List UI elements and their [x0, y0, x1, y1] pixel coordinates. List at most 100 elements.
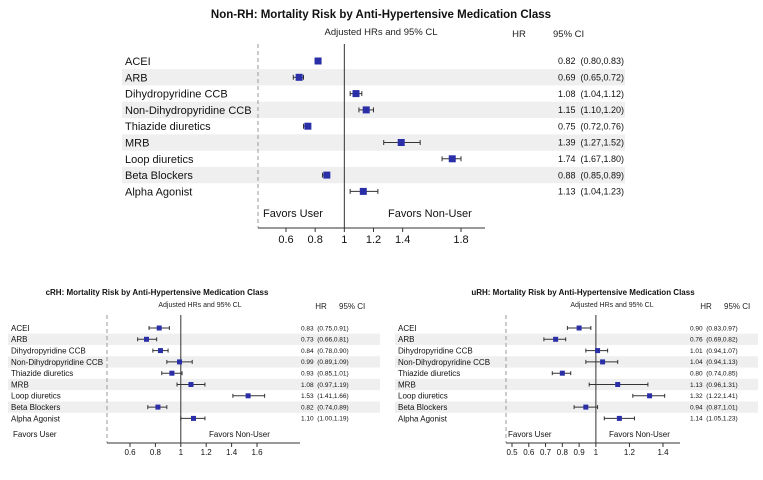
x-tick-label: 0.8: [557, 448, 569, 457]
forest-row: MRB 1.39 (1.27,1.52): [125, 137, 624, 149]
x-tick-label: 1.2: [366, 234, 381, 246]
forest-row: Dihydropyridine CCB 0.84 (0.78,0.90): [11, 346, 349, 355]
chart-title: cRH: Mortality Risk by Anti-Hypertensive…: [46, 288, 269, 297]
column-header-hr: HR: [315, 302, 327, 311]
hr-ci-value: 1.04 (0.94,1.13): [690, 359, 738, 366]
chart-subtitle: Adjusted HRs and 95% CL: [324, 27, 437, 38]
forest-row: Alpha Agonist 1.13 (1.04,1.23): [125, 186, 624, 198]
forest-row: MRB 1.08 (0.97,1.19): [11, 380, 349, 389]
x-tick-label: 0.5: [506, 448, 518, 457]
hr-ci-value: 1.13 (1.04,1.23): [558, 187, 624, 197]
hr-ci-value: 0.73 (0.66,0.81): [301, 337, 349, 344]
column-header-hr: HR: [700, 302, 712, 311]
row-label: Non-Dihydropyridine CCB: [398, 358, 490, 367]
hr-ci-value: 1.39 (1.27,1.52): [558, 138, 624, 148]
hr-ci-value: 0.90 (0.83,0.97): [690, 325, 738, 332]
hr-ci-value: 1.74 (1.67,1.80): [558, 154, 624, 164]
forest-row: Dihydropyridine CCB 1.01 (0.94,1.07): [398, 346, 738, 355]
hr-ci-value: 1.13 (0.96,1.31): [690, 382, 738, 389]
forest-row: Loop diuretics 1.53 (1.41,1.66): [11, 392, 349, 401]
row-band: [8, 333, 380, 345]
row-label: Non-Dihydropyridine CCB: [11, 358, 103, 367]
forest-row: MRB 1.13 (0.96,1.31): [398, 380, 738, 389]
hr-marker: [397, 139, 405, 146]
hr-ci-value: 1.08 (1.04,1.12): [558, 89, 624, 99]
chart-subtitle: Adjusted HRs and 95% CL: [158, 302, 241, 309]
x-tick-label: 0.8: [308, 234, 323, 246]
hr-ci-value: 1.53 (1.41,1.66): [301, 393, 349, 400]
hr-marker: [352, 90, 360, 98]
forest-plot-crh: cRH: Mortality Risk by Anti-Hypertensive…: [8, 288, 380, 457]
x-tick-label: 0.6: [523, 448, 535, 457]
hr-marker: [647, 393, 653, 399]
hr-ci-value: 1.14 (1.05,1.23): [690, 416, 738, 423]
hr-ci-value: 0.94 (0.87,1.01): [690, 404, 738, 411]
favors-user-label: Favors User: [263, 208, 323, 220]
x-tick-label: 1.8: [453, 234, 468, 246]
hr-marker: [177, 359, 183, 365]
row-label: MRB: [11, 380, 29, 389]
hr-marker: [595, 348, 601, 354]
forest-row: Beta Blockers 0.82 (0.74,0.89): [11, 403, 349, 412]
column-header-ci: 95% CI: [339, 302, 365, 311]
forest-row: ARB 0.76 (0.69,0.82): [398, 335, 738, 344]
forest-row: ARB 0.73 (0.66,0.81): [11, 335, 349, 344]
hr-ci-value: 1.01 (0.94,1.07): [690, 348, 738, 355]
x-tick-label: 1.2: [624, 448, 636, 457]
hr-marker: [576, 325, 582, 331]
favors-non-user-label: Favors Non-User: [209, 430, 270, 439]
hr-marker: [295, 73, 303, 81]
row-label: ARB: [11, 335, 27, 344]
row-band: [395, 356, 758, 368]
hr-ci-value: 0.80 (0.74,0.85): [690, 371, 738, 378]
forest-row: Alpha Agonist 1.14 (1.05,1.23): [398, 414, 738, 423]
column-header-ci: 95% CI: [724, 302, 750, 311]
hr-ci-value: 0.69 (0.65,0.72): [558, 73, 624, 83]
x-tick-label: 1: [341, 234, 347, 246]
x-tick-label: 1.4: [395, 234, 410, 246]
forest-row: Thiazide diuretics 0.80 (0.74,0.85): [398, 369, 738, 378]
row-label: ARB: [398, 335, 414, 344]
row-label: Thiazide diuretics: [125, 121, 211, 133]
favors-non-user-label: Favors Non-User: [609, 430, 670, 439]
row-label: Beta Blockers: [11, 403, 60, 412]
row-label: Thiazide diuretics: [11, 369, 73, 378]
forest-row: Beta Blockers 0.94 (0.87,1.01): [398, 403, 738, 412]
forest-row: Non-Dihydropyridine CCB 0.99 (0.89,1.09): [11, 358, 349, 367]
hr-marker: [553, 336, 559, 342]
row-label: ACEI: [125, 56, 151, 68]
row-label: MRB: [398, 380, 416, 389]
row-band: [122, 134, 625, 151]
column-header-hr: HR: [512, 29, 526, 40]
row-label: ARB: [125, 72, 148, 84]
hr-ci-value: 0.76 (0.69,0.82): [690, 337, 738, 344]
row-label: ACEI: [398, 324, 417, 333]
hr-ci-value: 1.10 (1.00,1.19): [301, 416, 349, 423]
hr-ci-value: 0.84 (0.78,0.90): [301, 348, 349, 355]
x-tick-label: 0.7: [540, 448, 552, 457]
row-label: MRB: [125, 137, 149, 149]
hr-marker: [157, 348, 163, 354]
row-band: [122, 166, 625, 184]
row-label: Loop diuretics: [11, 392, 61, 401]
hr-ci-value: 0.82 (0.80,0.83): [558, 56, 624, 66]
x-tick-label: 0.6: [124, 448, 136, 457]
row-band: [8, 401, 380, 413]
chart-title: uRH: Mortality Risk by Anti-Hypertensive…: [471, 288, 695, 297]
row-label: Alpha Agonist: [125, 186, 192, 198]
row-band: [8, 356, 380, 368]
hr-ci-value: 0.99 (0.89,1.09): [301, 359, 349, 366]
row-label: Dihydropyridine CCB: [11, 346, 86, 355]
row-label: Thiazide diuretics: [398, 369, 460, 378]
x-tick-label: 0.6: [278, 234, 293, 246]
hr-marker: [583, 404, 589, 410]
row-label: Dihydropyridine CCB: [398, 346, 473, 355]
hr-ci-value: 0.83 (0.75,0.91): [301, 325, 349, 332]
forest-row: Beta Blockers 0.88 (0.85,0.89): [125, 170, 624, 182]
hr-ci-value: 0.88 (0.85,0.89): [558, 170, 624, 180]
hr-marker: [156, 325, 162, 331]
x-tick-label: 0.8: [150, 448, 162, 457]
hr-ci-value: 1.08 (0.97,1.19): [301, 382, 349, 389]
